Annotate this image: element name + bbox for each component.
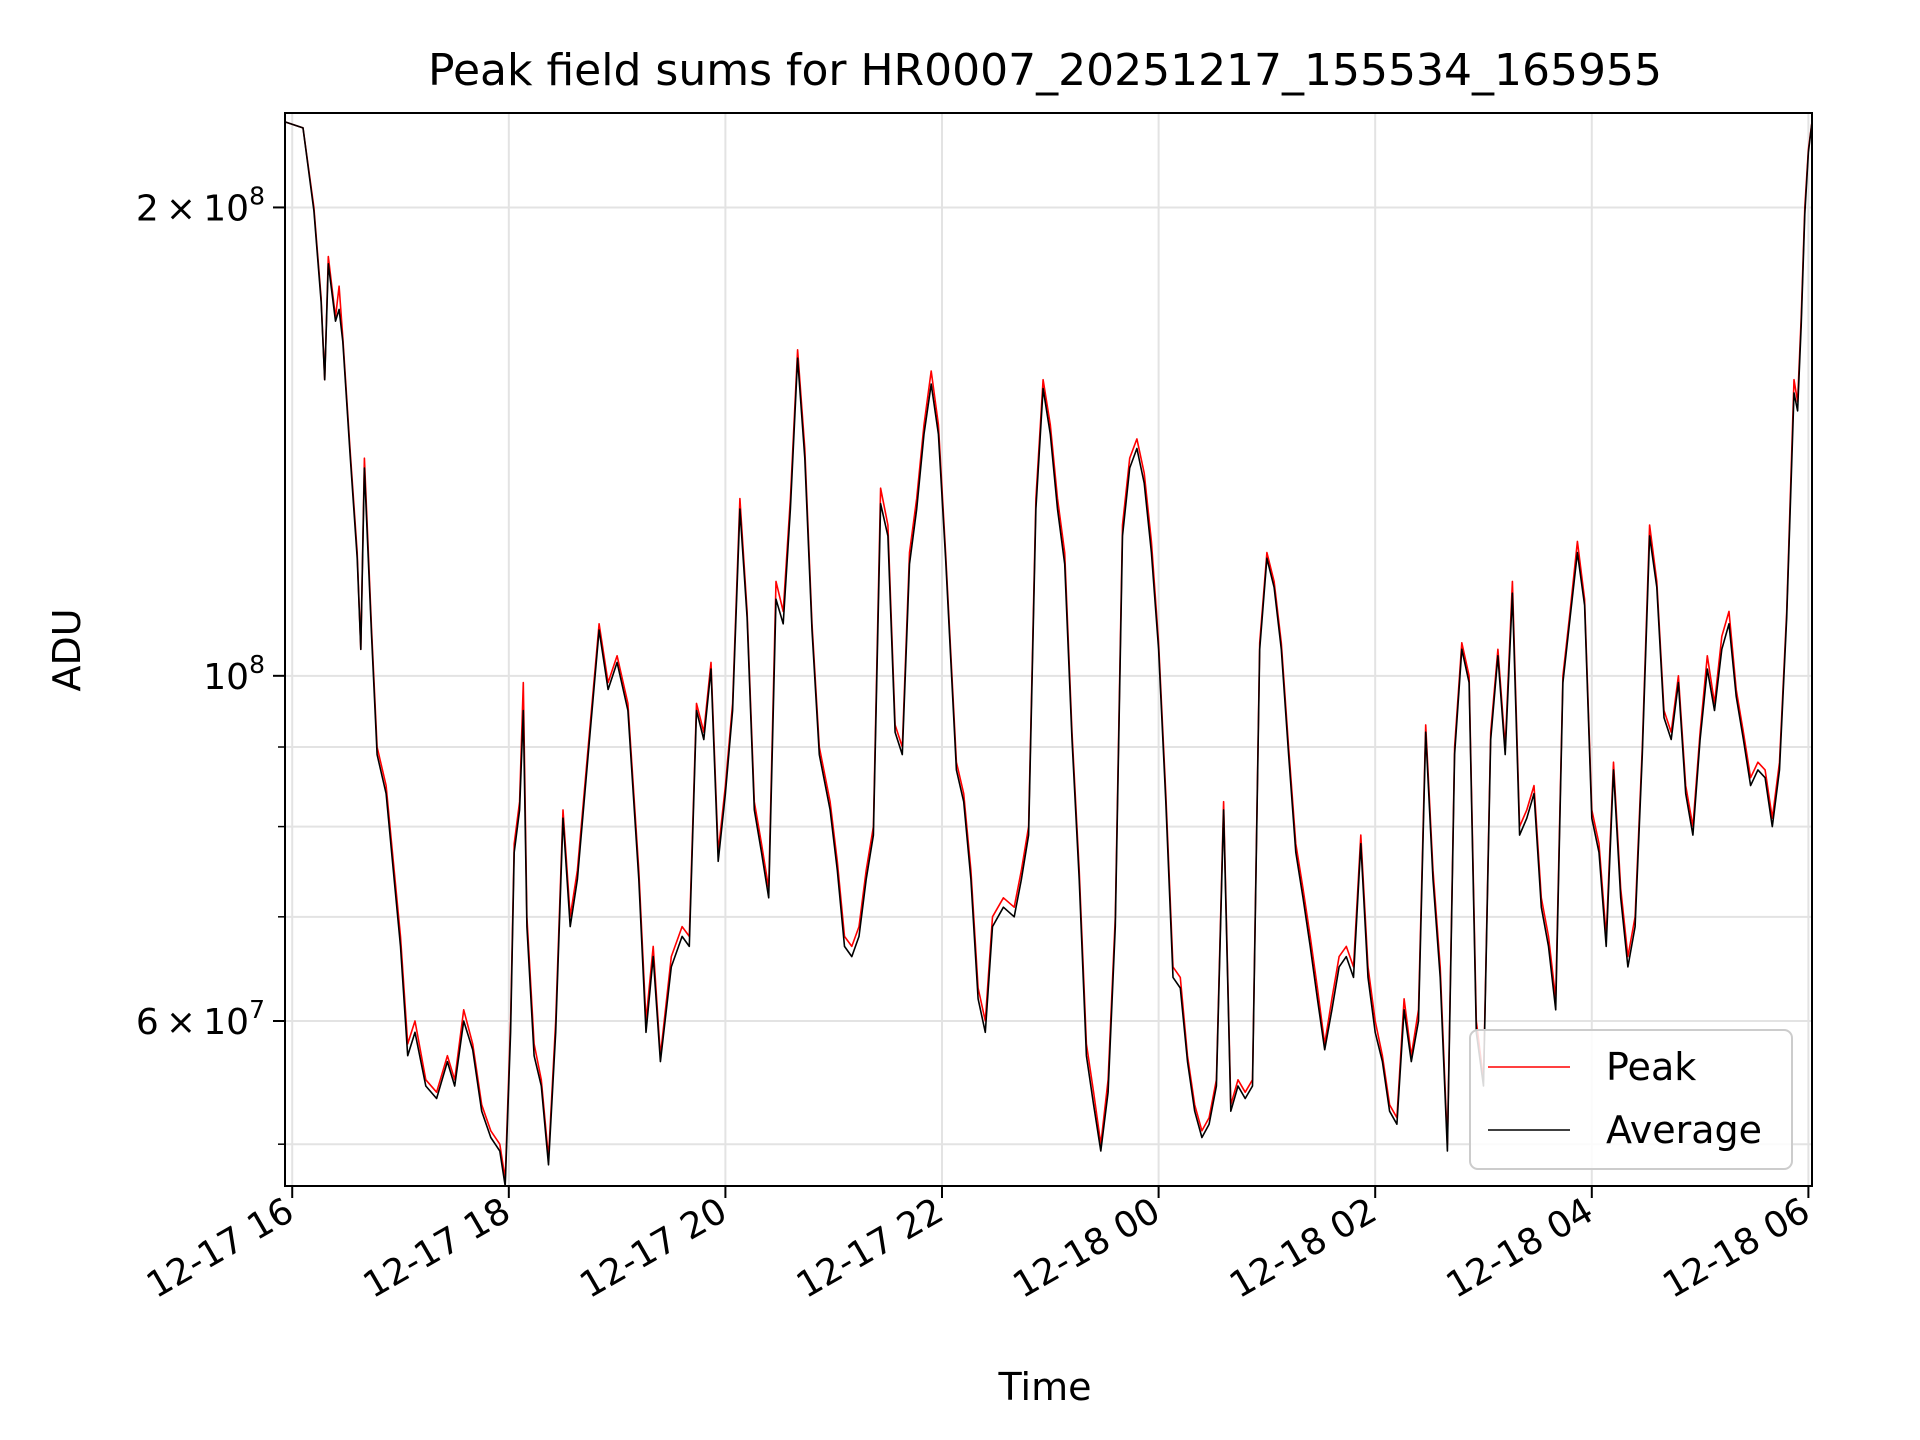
y-axis-label: ADU bbox=[45, 608, 89, 691]
legend-box bbox=[1469, 1029, 1793, 1170]
series-line-average bbox=[284, 121, 1813, 1187]
series-lines bbox=[284, 121, 1813, 1187]
plot-frame bbox=[284, 112, 1813, 1187]
y-tick-label: 2 × 108 bbox=[136, 181, 265, 229]
x-axis-label: Time bbox=[998, 1365, 1092, 1409]
legend-average-label: Average bbox=[1606, 1108, 1762, 1152]
y-tick-label: 6 × 107 bbox=[136, 995, 265, 1043]
legend-peak-label: Peak bbox=[1606, 1045, 1696, 1089]
legend: Peak Average bbox=[1469, 1029, 1793, 1170]
chart-title: Peak field sums for HR0007_20251217_1555… bbox=[428, 45, 1662, 96]
